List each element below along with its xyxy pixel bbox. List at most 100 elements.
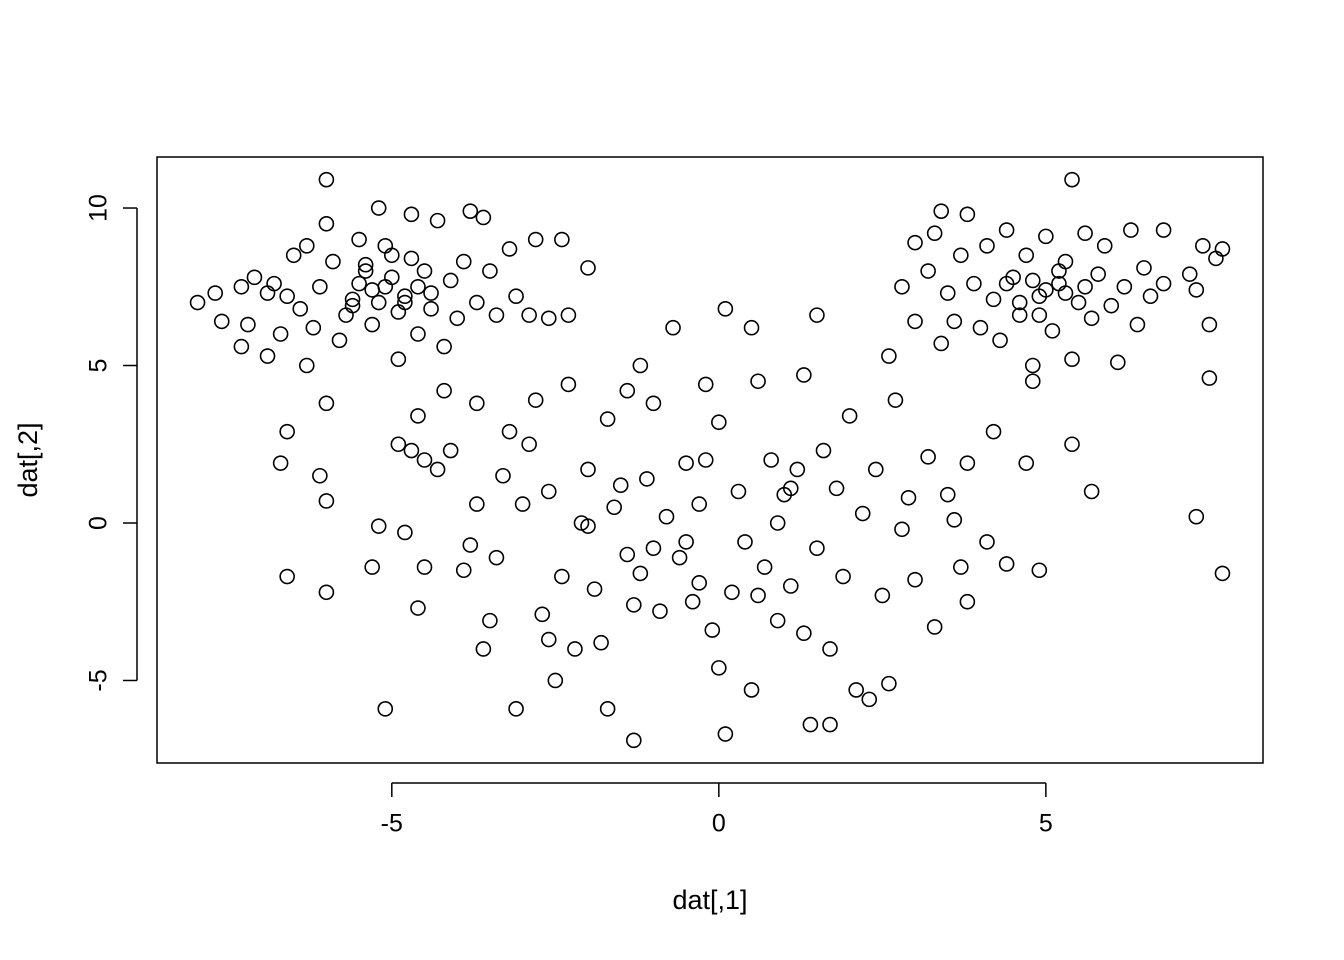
point [1181, 266, 1198, 282]
point [318, 171, 335, 188]
point [809, 307, 825, 323]
point [508, 701, 524, 717]
point [750, 373, 766, 390]
point [521, 307, 537, 323]
point [822, 641, 838, 657]
point [972, 319, 989, 336]
point [1096, 238, 1113, 254]
point [671, 549, 688, 566]
point [737, 534, 753, 550]
y-tick-label: 0 [85, 516, 113, 530]
point [1155, 275, 1172, 292]
point [272, 455, 289, 471]
point [279, 288, 295, 305]
point [279, 568, 295, 585]
point [894, 278, 910, 295]
point [1011, 307, 1028, 323]
point [567, 641, 583, 657]
point [189, 294, 206, 311]
point [900, 489, 917, 506]
point [403, 206, 420, 223]
point [331, 332, 348, 349]
point [599, 701, 616, 717]
point [540, 483, 557, 500]
point [482, 612, 498, 629]
point [1103, 297, 1120, 314]
point [1077, 278, 1093, 295]
point [1031, 307, 1048, 323]
point [554, 231, 570, 248]
point [1214, 565, 1231, 582]
point [246, 269, 263, 286]
point [959, 593, 976, 610]
point [1064, 351, 1080, 368]
point [1090, 266, 1106, 282]
point [1070, 294, 1087, 311]
point [730, 483, 747, 500]
point [318, 395, 335, 412]
point [789, 461, 806, 478]
point [665, 319, 681, 336]
point [298, 357, 315, 374]
point [397, 288, 413, 305]
point [384, 269, 400, 286]
point [881, 675, 897, 692]
point [1123, 222, 1139, 238]
point [298, 238, 315, 254]
point [835, 568, 851, 585]
point [933, 335, 950, 352]
point [1024, 357, 1041, 374]
y-axis-title: dat[,2] [13, 422, 43, 497]
point [763, 452, 779, 468]
point [272, 326, 289, 342]
point [370, 200, 387, 216]
point [318, 493, 335, 509]
point [782, 480, 799, 497]
point [841, 408, 858, 424]
point [580, 260, 596, 276]
point [711, 414, 727, 431]
point [626, 732, 642, 749]
point [580, 518, 596, 534]
x-tick-label: 5 [1039, 810, 1053, 838]
point [475, 641, 492, 657]
point [469, 294, 485, 311]
point [1031, 562, 1048, 579]
point [442, 272, 459, 289]
point [704, 622, 721, 638]
point [397, 524, 413, 541]
point [462, 537, 479, 553]
point [1214, 241, 1231, 257]
point [1195, 238, 1211, 254]
point [416, 263, 433, 279]
point [213, 313, 230, 330]
point [455, 253, 472, 270]
point [410, 408, 426, 424]
point [1077, 225, 1093, 242]
point [357, 263, 374, 279]
y-tick-label: -5 [85, 669, 113, 691]
point [1044, 323, 1061, 339]
point [449, 310, 466, 327]
point [364, 316, 380, 333]
point [691, 496, 708, 512]
point [1155, 222, 1172, 238]
y-tick-label: 5 [85, 359, 113, 373]
point [312, 467, 328, 484]
point [979, 238, 995, 254]
point [678, 455, 694, 471]
point [966, 275, 982, 292]
point [861, 691, 878, 708]
y-tick-label: 10 [85, 194, 113, 222]
point [285, 247, 302, 264]
point [547, 672, 564, 689]
point [580, 461, 596, 478]
point [436, 382, 452, 399]
point [907, 313, 923, 330]
point [1051, 263, 1067, 279]
point [514, 496, 531, 512]
point [802, 716, 819, 733]
point [985, 423, 1002, 440]
point [1064, 171, 1080, 188]
x-tick-label: -5 [381, 810, 403, 838]
